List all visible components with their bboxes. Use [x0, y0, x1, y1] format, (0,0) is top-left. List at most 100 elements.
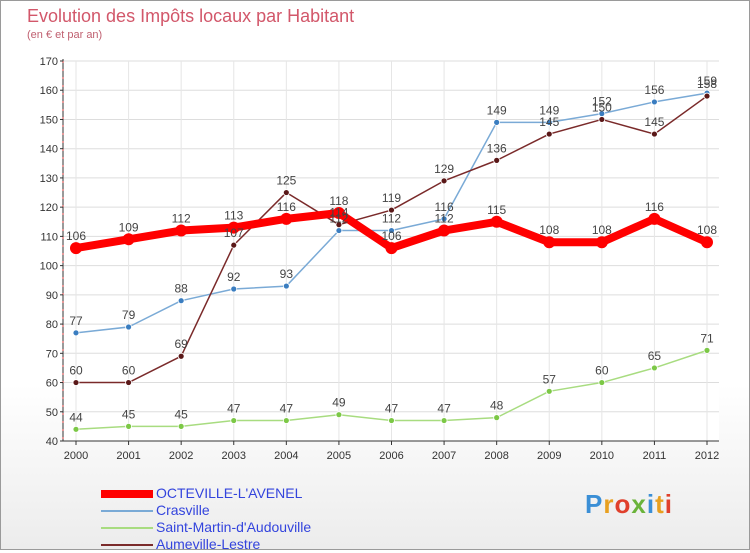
data-label: 79 [122, 308, 136, 322]
data-point [440, 215, 448, 223]
data-label: 45 [122, 407, 136, 421]
data-label: 149 [539, 103, 559, 117]
data-label: 47 [227, 402, 241, 416]
data-point [440, 417, 448, 424]
data-label: 77 [69, 314, 83, 328]
data-point [282, 417, 290, 424]
y-tick-label: 50 [46, 407, 58, 419]
x-tick-label: 2000 [64, 450, 88, 462]
line-chart: 40 50 60 70 80 90 100 110 120 130 140 150 160 170 2000… [40, 56, 720, 462]
data-label: 108 [592, 223, 612, 237]
data-point [125, 323, 132, 331]
data-label: 47 [437, 402, 451, 416]
data-point [388, 206, 395, 214]
data-label: 114 [329, 206, 348, 220]
data-point [72, 379, 80, 386]
x-tick-label: 2012 [695, 450, 719, 462]
data-point [125, 422, 132, 430]
data-label: 71 [700, 331, 714, 345]
data-point [122, 233, 135, 246]
data-label: 47 [280, 402, 294, 416]
data-label: 145 [539, 115, 559, 129]
data-label: 112 [172, 212, 191, 226]
logo-letter: i [646, 489, 656, 519]
logo-letter: P [585, 489, 604, 519]
data-point [493, 414, 501, 422]
data-point [598, 116, 606, 123]
data-label: 109 [119, 220, 139, 234]
data-label: 60 [595, 364, 609, 378]
data-point [72, 425, 80, 433]
legend-swatch [101, 510, 153, 512]
data-label: 112 [329, 212, 348, 226]
data-point [282, 189, 290, 196]
x-tick-label: 2002 [169, 450, 193, 462]
data-point [175, 224, 188, 237]
data-label: 106 [381, 229, 401, 243]
data-label: 106 [66, 229, 86, 243]
data-label: 156 [644, 83, 664, 97]
data-point [280, 212, 293, 225]
x-tick-label: 2010 [590, 450, 614, 462]
data-label: 65 [648, 349, 662, 363]
y-tick-label: 170 [40, 56, 58, 68]
data-point [543, 236, 556, 249]
data-label: 88 [174, 282, 188, 296]
data-label: 149 [487, 103, 507, 117]
legend-item: Crasville [101, 502, 401, 519]
data-point [388, 417, 395, 424]
data-label: 44 [69, 410, 83, 424]
data-point [651, 98, 658, 106]
y-tick-label: 70 [46, 348, 58, 360]
data-point [227, 221, 240, 234]
legend-label: OCTEVILLE-L'AVENEL [156, 485, 303, 501]
data-label: 60 [69, 364, 83, 378]
data-label: 57 [543, 372, 557, 386]
data-point [651, 130, 658, 138]
data-label: 108 [539, 223, 559, 237]
data-point [282, 282, 290, 290]
data-label: 48 [490, 399, 504, 413]
data-label: 158 [697, 77, 717, 91]
data-label: 116 [435, 200, 454, 214]
data-label: 113 [224, 209, 243, 223]
data-label: 45 [174, 407, 188, 421]
data-point [651, 364, 658, 372]
y-tick-label: 80 [46, 319, 58, 331]
data-point [177, 422, 185, 430]
data-label: 119 [382, 191, 401, 205]
data-point [335, 221, 343, 229]
data-point [701, 236, 713, 249]
data-point [230, 417, 238, 424]
data-point [440, 177, 448, 185]
data-point [703, 92, 711, 100]
data-label: 115 [487, 203, 506, 217]
data-point [177, 352, 185, 360]
data-label: 93 [280, 267, 294, 281]
y-tick-label: 100 [40, 261, 58, 273]
data-point [545, 387, 553, 395]
logo-letter: i [664, 489, 673, 519]
data-label: 136 [487, 141, 507, 155]
legend-item: Aumeville-Lestre [101, 536, 401, 553]
legend-swatch [101, 490, 153, 498]
data-label: 118 [329, 194, 348, 208]
data-point [72, 329, 80, 337]
data-point [332, 207, 345, 219]
x-tick-label: 2006 [379, 450, 403, 462]
data-label: 159 [697, 74, 717, 88]
data-label: 116 [277, 200, 296, 214]
chart-legend: OCTEVILLE-L'AVENEL Crasville Saint-Martin-… [101, 485, 401, 553]
x-tick-label: 2005 [327, 450, 351, 462]
data-label: 150 [592, 100, 612, 114]
y-tick-label: 110 [40, 231, 58, 243]
data-point [335, 227, 343, 234]
y-tick-label: 140 [40, 144, 58, 156]
data-point [385, 242, 398, 255]
legend-label: Saint-Martin-d'Audouville [156, 519, 312, 535]
data-point [595, 236, 608, 249]
data-label: 92 [227, 270, 241, 284]
data-label: 152 [592, 95, 612, 109]
data-point [230, 285, 238, 293]
